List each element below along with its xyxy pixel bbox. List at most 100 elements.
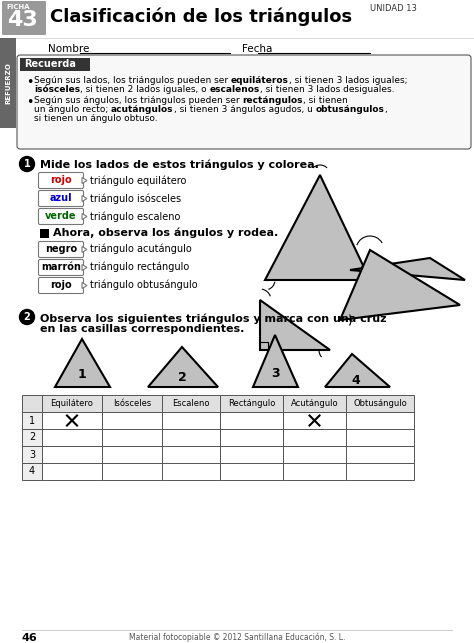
Text: triángulo equilátero: triángulo equilátero [90, 175, 186, 185]
Polygon shape [350, 258, 465, 280]
Bar [346, 412, 414, 429]
Text: , si tienen 3 lados desiguales.: , si tienen 3 lados desiguales. [260, 85, 394, 94]
Polygon shape [82, 177, 87, 183]
Text: , si tienen 3 ángulos agudos, u: , si tienen 3 ángulos agudos, u [173, 105, 315, 114]
Bar [220, 463, 283, 480]
FancyBboxPatch shape [17, 55, 471, 149]
Text: 1: 1 [24, 159, 30, 169]
Text: obtusángulos: obtusángulos [315, 105, 384, 114]
Bar [162, 463, 220, 480]
Text: 4: 4 [351, 374, 360, 386]
Text: 46: 46 [22, 633, 38, 643]
Text: marrón: marrón [41, 262, 81, 272]
Text: Equilátero: Equilátero [51, 399, 93, 408]
Bar [162, 429, 220, 446]
Bar [346, 446, 414, 463]
Circle shape [19, 156, 35, 172]
Polygon shape [55, 339, 110, 387]
Text: rojo: rojo [50, 280, 72, 290]
Text: Mide los lados de estos triángulos y colorea.: Mide los lados de estos triángulos y col… [40, 160, 319, 170]
Text: 1: 1 [78, 368, 87, 381]
Bar [22, 395, 42, 412]
Bar [162, 412, 220, 429]
Text: Recuerda: Recuerda [24, 59, 76, 69]
Bar [162, 395, 220, 412]
FancyBboxPatch shape [38, 242, 83, 257]
Text: en las casillas correspondientes.: en las casillas correspondientes. [40, 324, 245, 334]
Text: 4: 4 [29, 467, 35, 476]
FancyBboxPatch shape [38, 260, 83, 275]
Text: 2: 2 [178, 371, 187, 384]
FancyBboxPatch shape [38, 190, 83, 206]
Bar [220, 412, 283, 429]
Bar [283, 446, 346, 463]
Bar [22, 463, 42, 480]
Bar [42, 429, 102, 446]
Polygon shape [148, 347, 218, 387]
Bar [42, 412, 102, 429]
Bar [346, 429, 414, 446]
Bar [220, 446, 283, 463]
Polygon shape [265, 175, 370, 280]
Bar [0, 38, 16, 128]
Text: isósceles: isósceles [34, 85, 80, 94]
Text: negro: negro [45, 244, 77, 254]
FancyBboxPatch shape [2, 1, 46, 35]
Polygon shape [82, 282, 87, 289]
Text: , si tienen: , si tienen [303, 96, 348, 105]
Polygon shape [82, 213, 87, 219]
Text: Material fotocopiable © 2012 Santillana Educación, S. L.: Material fotocopiable © 2012 Santillana … [129, 633, 345, 642]
Text: Obtusángulo: Obtusángulo [353, 399, 407, 408]
Text: rectángulos: rectángulos [243, 96, 303, 105]
Text: 1: 1 [29, 415, 35, 426]
Text: un ángulo recto;: un ángulo recto; [34, 105, 111, 114]
Bar [42, 463, 102, 480]
Text: escalenos: escalenos [210, 85, 260, 94]
Bar [42, 395, 102, 412]
Text: 43: 43 [7, 10, 38, 30]
Bar [220, 429, 283, 446]
Text: Observa los siguientes triángulos y marca con una cruz: Observa los siguientes triángulos y marc… [40, 313, 386, 323]
Bar [283, 463, 346, 480]
Text: 3: 3 [29, 449, 35, 460]
Text: •: • [26, 96, 33, 109]
Bar [283, 429, 346, 446]
Polygon shape [82, 246, 87, 253]
Text: , si tienen 3 lados iguales;: , si tienen 3 lados iguales; [289, 76, 407, 85]
Bar [283, 412, 346, 429]
Bar [22, 429, 42, 446]
Text: acutángulos: acutángulos [111, 105, 173, 114]
Bar [102, 446, 162, 463]
Text: triángulo acutángulo: triángulo acutángulo [90, 244, 192, 255]
Text: triángulo escaleno: triángulo escaleno [90, 211, 181, 221]
Text: 3: 3 [271, 367, 280, 380]
Bar [283, 395, 346, 412]
Bar [346, 395, 414, 412]
Text: Acutángulo: Acutángulo [291, 399, 338, 408]
Text: FICHA: FICHA [6, 4, 29, 10]
Text: 2: 2 [24, 312, 30, 322]
Text: Fecha: Fecha [242, 44, 273, 54]
Bar [220, 395, 283, 412]
Bar [102, 412, 162, 429]
Text: ,: , [384, 105, 387, 114]
Bar [102, 429, 162, 446]
Text: Clasificación de los triángulos: Clasificación de los triángulos [50, 8, 352, 26]
Bar [102, 395, 162, 412]
Text: si tienen un ángulo obtuso.: si tienen un ángulo obtuso. [34, 114, 158, 123]
Bar [42, 446, 102, 463]
Text: Isósceles: Isósceles [113, 399, 151, 408]
Text: UNIDAD 13: UNIDAD 13 [370, 4, 417, 13]
Text: verde: verde [45, 211, 77, 221]
Polygon shape [82, 195, 87, 201]
Polygon shape [325, 354, 390, 387]
Bar [102, 463, 162, 480]
Text: , si tienen 2 lados iguales, o: , si tienen 2 lados iguales, o [80, 85, 210, 94]
Polygon shape [260, 300, 330, 350]
FancyBboxPatch shape [38, 278, 83, 293]
Text: azul: azul [50, 193, 73, 203]
Text: Nombre: Nombre [48, 44, 90, 54]
Text: Ahora, observa los ángulos y rodea.: Ahora, observa los ángulos y rodea. [53, 228, 278, 239]
Polygon shape [82, 264, 87, 271]
Text: Según sus ángulos, los triángulos pueden ser: Según sus ángulos, los triángulos pueden… [34, 96, 243, 105]
